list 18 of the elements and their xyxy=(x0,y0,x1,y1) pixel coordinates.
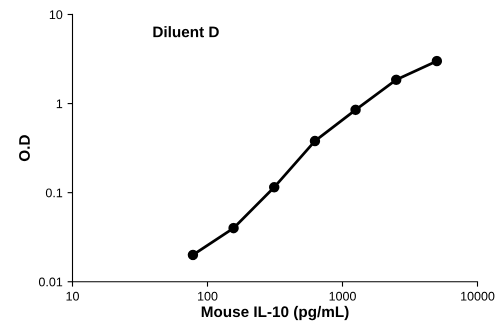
y-tick-label: 0.01 xyxy=(38,278,62,286)
x-tick-label: 1000 xyxy=(330,292,356,301)
y-tick-label: 0.1 xyxy=(46,188,62,198)
point xyxy=(310,136,320,146)
y-axis-title: O.D xyxy=(19,135,30,162)
point xyxy=(350,104,361,116)
y-tick-label: 10 xyxy=(50,10,62,20)
point xyxy=(188,250,198,260)
point xyxy=(269,182,280,192)
x-tick-label: 10000 xyxy=(461,292,494,301)
y-tick-label: 1 xyxy=(56,100,62,108)
point xyxy=(228,222,239,234)
x-tick-label: 10 xyxy=(66,292,79,301)
text: Diluent D xyxy=(153,26,219,38)
x-axis-title: Mouse IL-10 (pg/mL) xyxy=(202,306,349,320)
point xyxy=(391,74,402,85)
point xyxy=(432,56,442,66)
x-tick-label: 100 xyxy=(198,292,218,301)
